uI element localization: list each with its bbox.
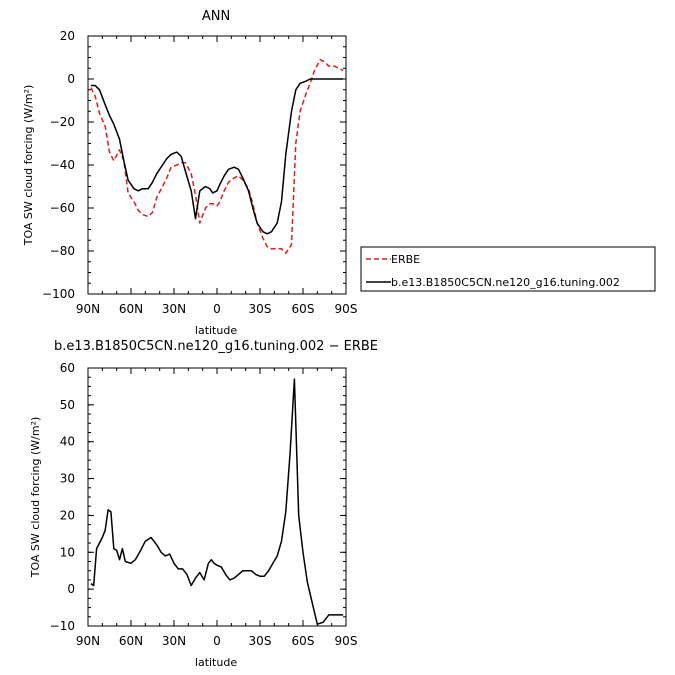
top-series-line-b-e13-b1850c5cn-ne120-g16-tuning-002 bbox=[90, 78, 344, 235]
bottom-axis-ticks: 90N 60N 30N 0 30S 60S 90S 60 50 40 30 20 10 0 −10 bbox=[50, 361, 358, 648]
top-plot-frame bbox=[87, 35, 347, 295]
top-y-tick-label: −60 bbox=[50, 201, 75, 215]
top-x-axis-label: latitude bbox=[195, 324, 237, 337]
legend-erbe-label: ERBE bbox=[391, 253, 420, 266]
top-x-tick-label: 90S bbox=[335, 302, 358, 316]
legend-box bbox=[360, 246, 656, 292]
bottom-y-tick-label: 20 bbox=[60, 508, 75, 522]
bottom-y-tick-label: 0 bbox=[67, 582, 75, 596]
bottom-y-axis-label: TOA SW cloud forcing (W/m²) bbox=[29, 417, 42, 579]
top-y-tick-label: −20 bbox=[50, 115, 75, 129]
bottom-x-tick-label: 30N bbox=[162, 634, 186, 648]
bottom-y-tick-label: 40 bbox=[60, 435, 75, 449]
bottom-series-lines bbox=[90, 378, 344, 625]
top-x-tick-label: 30S bbox=[249, 302, 272, 316]
bottom-x-tick-label: 90S bbox=[335, 634, 358, 648]
top-axis-ticks: 90N 60N 30N 0 30S 60S 90S 20 0 −20 −40 −60 −80 −100 bbox=[42, 29, 357, 316]
top-y-tick-label: 20 bbox=[60, 29, 75, 43]
top-y-axis-label: TOA SW cloud forcing (W/m²) bbox=[22, 85, 35, 247]
bottom-x-tick-label: 0 bbox=[213, 634, 221, 648]
top-y-tick-label: −80 bbox=[50, 244, 75, 258]
bottom-x-tick-label: 60S bbox=[292, 634, 315, 648]
bottom-y-tick-label: 10 bbox=[60, 545, 75, 559]
top-x-tick-label: 30N bbox=[162, 302, 186, 316]
bottom-chart-title: b.e13.B1850C5CN.ne120_g16.tuning.002 − E… bbox=[54, 339, 378, 354]
top-series-line-erbe bbox=[90, 58, 344, 254]
bottom-y-tick-label: 30 bbox=[60, 472, 75, 486]
bottom-x-tick-label: 30S bbox=[249, 634, 272, 648]
top-x-tick-label: 60N bbox=[119, 302, 143, 316]
bottom-y-tick-label: 50 bbox=[60, 398, 75, 412]
bottom-y-tick-label: −10 bbox=[50, 619, 75, 633]
top-chart-title: ANN bbox=[202, 9, 230, 24]
bottom-plot-frame bbox=[87, 367, 347, 627]
top-y-tick-label: 0 bbox=[67, 72, 75, 86]
top-x-tick-label: 60S bbox=[292, 302, 315, 316]
bottom-y-tick-label: 60 bbox=[60, 361, 75, 375]
top-y-tick-label: −100 bbox=[42, 287, 75, 301]
bottom-series-line-0 bbox=[90, 378, 344, 625]
top-x-tick-label: 0 bbox=[213, 302, 221, 316]
bottom-x-tick-label: 90N bbox=[76, 634, 100, 648]
bottom-x-axis-label: latitude bbox=[195, 656, 237, 669]
legend-model-label: b.e13.B1850C5CN.ne120_g16.tuning.002 bbox=[391, 276, 620, 289]
bottom-x-tick-label: 60N bbox=[119, 634, 143, 648]
top-y-tick-label: −40 bbox=[50, 158, 75, 172]
top-x-tick-label: 90N bbox=[76, 302, 100, 316]
top-series-lines bbox=[90, 58, 344, 254]
